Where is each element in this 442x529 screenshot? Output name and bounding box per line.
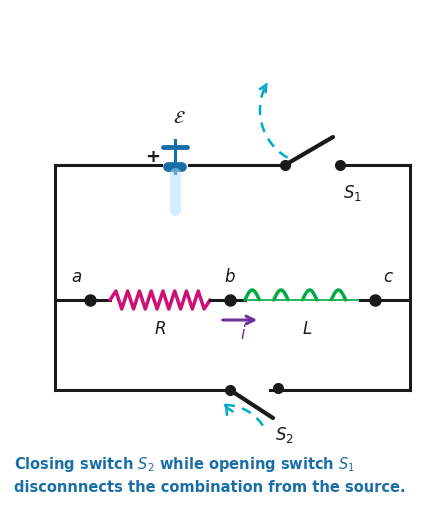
Text: $L$: $L$	[302, 320, 312, 338]
Text: $i$: $i$	[240, 325, 246, 343]
Text: $S_2$: $S_2$	[275, 425, 294, 445]
Text: $a$: $a$	[71, 268, 82, 286]
Text: +: +	[145, 148, 160, 166]
Text: $b$: $b$	[224, 268, 236, 286]
Text: $S_1$: $S_1$	[343, 183, 362, 203]
Text: $c$: $c$	[383, 268, 394, 286]
Text: $\mathcal{E}$: $\mathcal{E}$	[173, 109, 185, 127]
Text: Closing switch $S_2$ while opening switch $S_1$
disconnnects the combination fro: Closing switch $S_2$ while opening switc…	[14, 455, 406, 495]
Text: $R$: $R$	[154, 320, 166, 338]
